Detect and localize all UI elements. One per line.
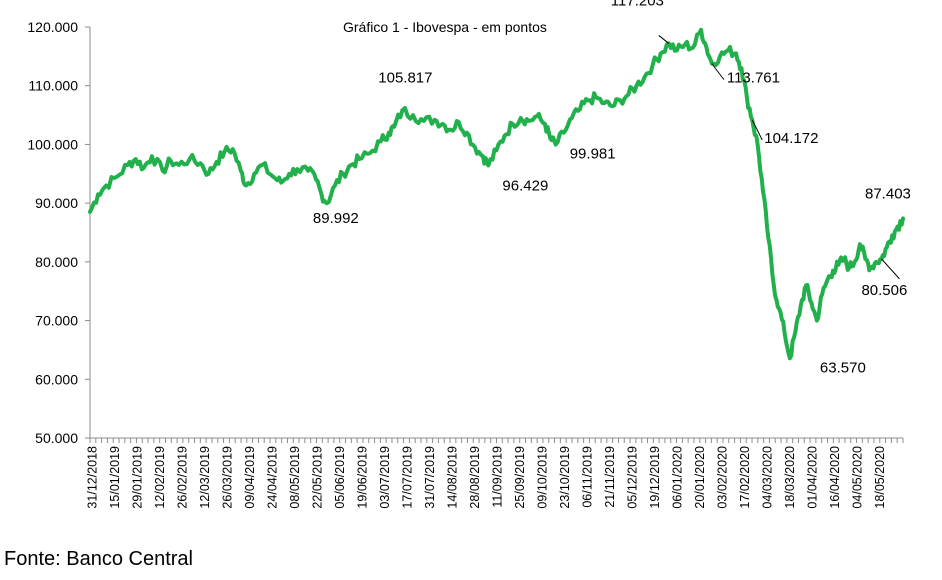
x-tick-label: 17/02/2020 bbox=[738, 446, 752, 509]
annotation-leader bbox=[711, 63, 725, 80]
x-tick-label: 22/05/2019 bbox=[310, 446, 324, 509]
x-tick-label: 08/05/2019 bbox=[288, 446, 302, 509]
x-tick-label: 23/10/2019 bbox=[558, 446, 572, 509]
y-tick-label: 120.000 bbox=[27, 19, 78, 35]
data-label: 89.992 bbox=[313, 210, 359, 227]
data-label: 87.403 bbox=[865, 185, 911, 202]
x-tick-label: 29/01/2019 bbox=[130, 446, 144, 509]
data-label: 96.429 bbox=[502, 177, 548, 194]
x-axis: 31/12/2018 15/01/2019 29/01/2019 12/02/2019… bbox=[85, 437, 904, 509]
y-tick-label: 90.000 bbox=[35, 195, 78, 211]
annotations: 89.992105.81796.42999.981117.203119.5281… bbox=[313, 0, 911, 376]
data-label: 113.761 bbox=[727, 70, 780, 87]
annotation-leader bbox=[751, 119, 763, 141]
y-tick-label: 60.000 bbox=[35, 371, 78, 387]
x-tick-label: 16/04/2020 bbox=[828, 446, 842, 509]
x-tick-label: 06/11/2019 bbox=[580, 446, 594, 508]
x-tick-label: 12/02/2019 bbox=[153, 446, 167, 509]
x-tick-label: 20/01/2020 bbox=[693, 446, 707, 509]
data-label: 117.203 bbox=[611, 0, 664, 9]
x-tick-label: 04/05/2020 bbox=[850, 446, 864, 509]
annotation-leader bbox=[881, 258, 900, 280]
x-tick-label: 18/03/2020 bbox=[783, 446, 797, 509]
data-label: 104.172 bbox=[764, 130, 818, 147]
x-tick-label: 01/04/2020 bbox=[805, 446, 819, 509]
ibovespa-line-chart: Gráfico 1 - Ibovespa - em pontos 50.000 6… bbox=[27, 0, 911, 509]
x-tick-label: 15/01/2019 bbox=[108, 446, 122, 509]
x-tick-label: 09/04/2019 bbox=[243, 446, 257, 509]
x-tick-label: 26/02/2019 bbox=[175, 446, 189, 509]
x-tick-label: 25/09/2019 bbox=[513, 446, 527, 509]
x-tick-label: 04/03/2020 bbox=[760, 446, 774, 509]
x-tick-label: 31/07/2019 bbox=[423, 446, 437, 509]
x-tick-label: 05/12/2019 bbox=[625, 446, 639, 509]
x-tick-label: 31/12/2018 bbox=[85, 446, 99, 509]
x-tick-label: 05/06/2019 bbox=[333, 446, 347, 509]
x-tick-label: 09/10/2019 bbox=[535, 446, 549, 509]
x-tick-label: 03/07/2019 bbox=[378, 446, 392, 509]
y-tick-label: 80.000 bbox=[35, 254, 78, 270]
y-tick-label: 100.000 bbox=[27, 136, 78, 152]
x-tick-label: 14/08/2019 bbox=[445, 446, 459, 509]
x-tick-label: 11/09/2019 bbox=[490, 446, 504, 508]
source-note: Fonte: Banco Central bbox=[4, 548, 193, 570]
x-tick-label: 19/06/2019 bbox=[355, 446, 369, 509]
x-tick-label: 19/12/2019 bbox=[648, 446, 662, 509]
x-tick-label: 18/05/2020 bbox=[873, 446, 887, 509]
y-tick-label: 110.000 bbox=[28, 78, 78, 94]
x-tick-label: 24/04/2019 bbox=[265, 446, 279, 509]
annotation-leader bbox=[658, 35, 670, 44]
chart-title: Gráfico 1 - Ibovespa - em pontos bbox=[343, 19, 547, 35]
y-axis: 50.000 60.000 70.000 80.000 90.000 100.000 110… bbox=[27, 19, 91, 446]
data-label: 105.817 bbox=[378, 69, 432, 86]
data-label: 80.506 bbox=[861, 282, 907, 299]
x-tick-label: 28/08/2019 bbox=[468, 446, 482, 509]
x-tick-label: 06/01/2020 bbox=[670, 446, 684, 509]
x-tick-label: 03/02/2020 bbox=[715, 446, 729, 509]
data-label: 63.570 bbox=[820, 359, 866, 376]
x-tick-label: 17/07/2019 bbox=[400, 446, 414, 509]
x-tick-label: 21/11/2019 bbox=[603, 446, 617, 508]
data-label: 99.981 bbox=[570, 146, 616, 163]
x-tick-label: 26/03/2019 bbox=[220, 446, 234, 509]
x-tick-label: 12/03/2019 bbox=[198, 446, 212, 509]
plot-area bbox=[88, 27, 905, 361]
y-tick-label: 50.000 bbox=[35, 430, 78, 446]
y-tick-label: 70.000 bbox=[35, 313, 78, 329]
series-line bbox=[88, 27, 905, 361]
